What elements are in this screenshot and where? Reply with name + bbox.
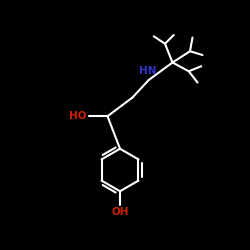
Text: HN: HN [139, 66, 156, 76]
Text: HO: HO [69, 111, 87, 121]
Text: OH: OH [111, 207, 129, 217]
